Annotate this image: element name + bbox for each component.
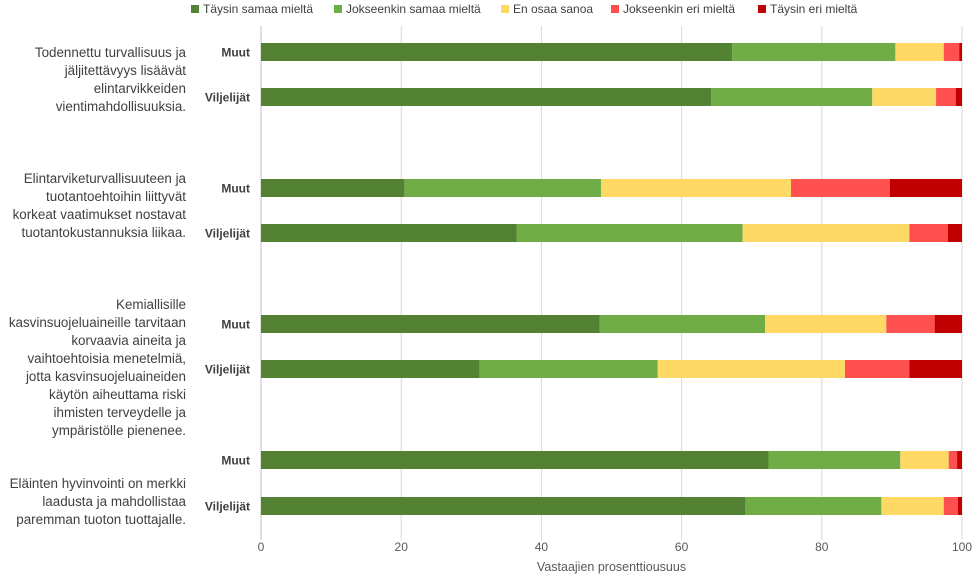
- bar-segment: [943, 497, 958, 515]
- question-label-1: Todennettu turvallisuus ja jäljitettävyy…: [34, 45, 186, 114]
- legend-label: Täysin samaa mieltä: [203, 2, 314, 16]
- legend-swatch: [334, 5, 342, 13]
- bar-segment: [955, 88, 962, 106]
- bar-segment: [909, 224, 948, 242]
- bar-segment: [479, 360, 658, 378]
- question-label-3: Kemiallisille kasvinsuojeluaineille tarv…: [8, 297, 186, 438]
- bar-category-label: Viljelijät: [205, 227, 250, 241]
- bar-segment: [732, 43, 896, 61]
- legend-swatch: [758, 5, 766, 13]
- legend-swatch: [611, 5, 619, 13]
- bar-segment: [657, 360, 845, 378]
- bar-segment: [261, 224, 517, 242]
- bar-segment: [516, 224, 743, 242]
- legend-label: Jokseenkin samaa mieltä: [346, 2, 481, 16]
- bar-segment: [844, 360, 910, 378]
- legend-label: Täysin eri mieltä: [770, 2, 858, 16]
- question-label-2: Elintarviketurvallisuuteen ja tuotantoeh…: [12, 171, 186, 240]
- bar-segment: [261, 451, 769, 469]
- bar-segment: [900, 451, 949, 469]
- bar-segment: [261, 179, 405, 197]
- bar-segment: [909, 360, 962, 378]
- legend-item-taysin-samaa: Täysin samaa mieltä: [191, 2, 313, 16]
- x-axis-title: Vastaajien prosenttiousuus: [537, 560, 686, 574]
- bar-category-label: Viljelijät: [205, 500, 250, 514]
- bar-segment: [768, 451, 901, 469]
- bar-segment: [943, 43, 960, 61]
- bar-segment: [765, 315, 887, 333]
- legend-item-taysin-eri: Täysin eri mieltä: [758, 2, 857, 16]
- bar-category-label: Viljelijät: [205, 91, 250, 105]
- bar-segment: [936, 88, 956, 106]
- bar-segment: [745, 497, 882, 515]
- bar-segment: [261, 315, 600, 333]
- legend-item-jokseenkin-samaa: Jokseenkin samaa mieltä: [334, 2, 481, 16]
- x-tick-label: 80: [815, 540, 829, 554]
- bar-segment: [948, 451, 958, 469]
- chart-legend: Täysin samaa mieltä Jokseenkin samaa mie…: [0, 2, 980, 18]
- bar-category-label: Viljelijät: [205, 363, 250, 377]
- legend-swatch: [191, 5, 199, 13]
- bar-segment: [959, 43, 962, 61]
- x-tick-label: 20: [395, 540, 409, 554]
- bar-segment: [742, 224, 910, 242]
- bar-category-label: Muut: [221, 182, 250, 196]
- x-tick-label: 60: [675, 540, 689, 554]
- bar-category-label: Muut: [221, 318, 250, 332]
- bar-segment: [872, 88, 937, 106]
- legend-item-en-osaa: En osaa sanoa: [501, 2, 593, 16]
- bar-segment: [881, 497, 944, 515]
- bar-category-label: Muut: [221, 46, 250, 60]
- bar-segment: [957, 451, 962, 469]
- bar-segment: [261, 360, 480, 378]
- legend-label: En osaa sanoa: [513, 2, 594, 16]
- x-tick-label: 40: [535, 540, 549, 554]
- bar-segment: [404, 179, 601, 197]
- bar-segment: [895, 43, 944, 61]
- bar-segment: [600, 179, 791, 197]
- bar-segment: [886, 315, 935, 333]
- bar-segment: [947, 224, 962, 242]
- bar-segment: [957, 497, 962, 515]
- legend-swatch: [501, 5, 509, 13]
- x-tick-label: 100: [952, 540, 972, 554]
- bar-segment: [790, 179, 890, 197]
- bar-segment: [889, 179, 962, 197]
- bar-segment: [261, 497, 746, 515]
- bar-segment: [261, 43, 733, 61]
- legend-item-jokseenkin-eri: Jokseenkin eri mieltä: [611, 2, 735, 16]
- bar-segment: [934, 315, 962, 333]
- bar-segment: [261, 88, 712, 106]
- bar-category-label: Muut: [221, 454, 250, 468]
- legend-label: Jokseenkin eri mieltä: [623, 2, 736, 16]
- question-label-4: Eläinten hyvinvointi on merkki laadusta …: [9, 476, 186, 527]
- x-tick-label: 0: [258, 540, 265, 554]
- bar-segment: [599, 315, 766, 333]
- bar-segment: [711, 88, 873, 106]
